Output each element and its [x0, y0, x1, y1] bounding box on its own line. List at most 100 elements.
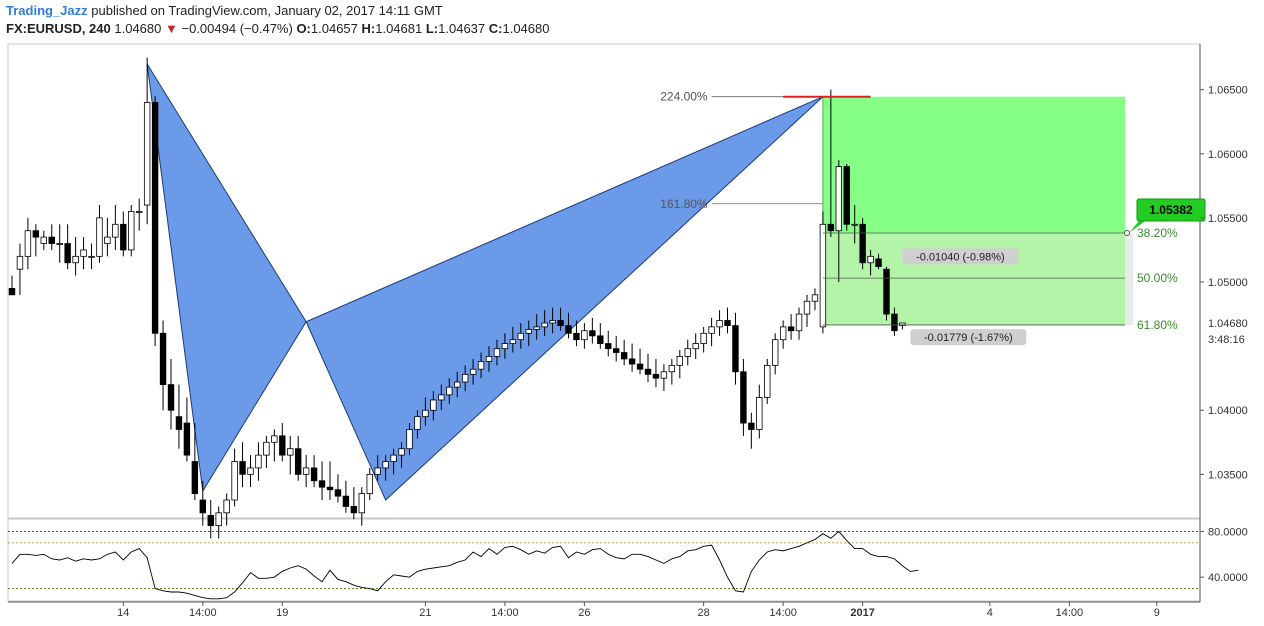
candle [803, 294, 811, 327]
target-anchor-icon [1124, 230, 1130, 237]
candle [859, 217, 866, 270]
candle-body [875, 258, 882, 268]
author-link[interactable]: Trading_Jazz [6, 3, 88, 18]
candle-body [199, 499, 206, 514]
candle-body [104, 236, 111, 244]
candle [549, 307, 556, 334]
candle [485, 346, 493, 372]
candle-body [533, 326, 540, 330]
candle [772, 333, 779, 375]
time-tick-label: 14 [117, 607, 129, 619]
candle [422, 397, 429, 426]
candle [302, 455, 310, 488]
candle [104, 217, 111, 257]
candle-body [795, 313, 803, 332]
price-tick-label: 1.05000 [1208, 277, 1248, 289]
candle [764, 358, 771, 404]
candle [756, 384, 763, 439]
candle [525, 320, 532, 347]
candle [128, 205, 135, 257]
candle-body [772, 339, 779, 366]
candle-body [740, 371, 747, 424]
candle [628, 343, 636, 372]
candle [135, 198, 143, 231]
candle-body [96, 217, 103, 257]
candle [724, 307, 731, 334]
candle-body [509, 339, 517, 344]
open-label: O: [296, 21, 311, 36]
candle [732, 312, 739, 385]
candle-body [342, 495, 350, 507]
candle-body [151, 102, 159, 334]
candle [374, 455, 381, 481]
candle-body [517, 332, 524, 341]
candle [740, 358, 747, 436]
candle-body [255, 454, 262, 469]
candle-body [112, 223, 119, 238]
candle-body [477, 361, 485, 370]
symbol-label[interactable]: FX:EURUSD, 240 [6, 21, 111, 36]
candle [72, 237, 79, 276]
candle [787, 314, 795, 340]
chart-panes [7, 43, 1201, 603]
candle-body [716, 320, 723, 328]
pattern-bcd-triangle [305, 96, 824, 501]
measure-box [902, 248, 1019, 265]
harmonic-pattern[interactable] [146, 63, 824, 501]
candle [406, 423, 413, 456]
publish-info: published on TradingView.com, January 02… [91, 3, 443, 18]
candle-body [756, 397, 763, 430]
open-value: 1.04657 [310, 21, 358, 36]
candle [263, 435, 270, 468]
candle-body [748, 422, 755, 430]
candle [461, 365, 469, 391]
time-tick-label: 2017 [850, 607, 874, 619]
target-zone-upper [822, 96, 1125, 234]
candle-body [135, 211, 143, 213]
candle-body [414, 416, 421, 430]
high-label: H: [361, 21, 376, 36]
candle-body [827, 223, 835, 232]
price-axis[interactable]: 1.06500 1.06000 1.05500 1.05000 1.04000 1.035… [1200, 85, 1259, 482]
target-tag-pointer [1129, 221, 1145, 234]
candle [438, 384, 445, 411]
candle [827, 89, 835, 238]
candles-group [8, 57, 906, 539]
low-label: L: [425, 21, 439, 36]
candle [891, 307, 898, 336]
candle [676, 349, 683, 379]
candle-body [183, 422, 191, 456]
fibonacci-levels: 224.00% 161.80% 38.20% 50.00% 61.80% -0.01040… [660, 90, 1206, 346]
candle-body [787, 326, 795, 332]
low-value: 1.04637 [438, 21, 486, 36]
pattern-xab-triangle [146, 63, 307, 493]
candle-body [247, 467, 254, 475]
candle-body [334, 489, 342, 497]
candle [390, 448, 397, 475]
candle-body [159, 332, 167, 385]
candle-body [167, 384, 175, 411]
candle [382, 455, 389, 481]
candle [493, 339, 501, 366]
candle-body [263, 441, 270, 456]
candle [24, 217, 32, 270]
candle [620, 339, 628, 366]
candle-body [692, 343, 699, 350]
time-axis[interactable]: 14 14:00 19 21 14:00 26 28 14:00 2017 4 14:00 9 [117, 602, 1160, 619]
time-tick-label: 4 [987, 607, 993, 619]
candle [652, 358, 660, 388]
candle-body [644, 368, 652, 375]
candle-body [398, 448, 405, 456]
fib-label: 224.00% [660, 90, 708, 104]
candle-body [310, 467, 318, 482]
candle [318, 461, 326, 500]
candle-body [16, 255, 24, 270]
candle-body [48, 236, 55, 244]
candle-body [764, 364, 771, 398]
candle [247, 455, 254, 488]
bar-countdown: 3:48:16 [1208, 334, 1245, 346]
candle [684, 339, 691, 366]
candle [469, 358, 477, 385]
candle [143, 57, 151, 225]
